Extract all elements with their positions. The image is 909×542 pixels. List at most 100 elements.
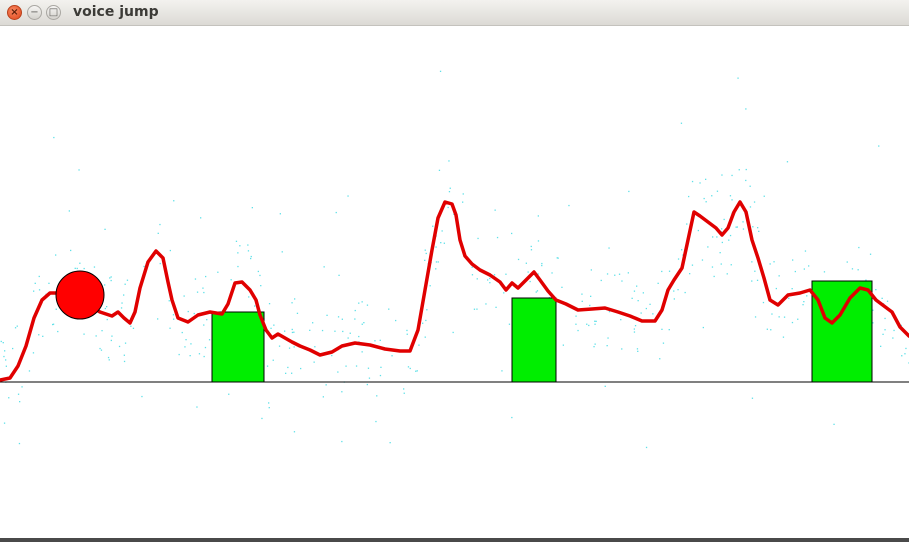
noise-dot: [731, 174, 733, 177]
noise-dot: [588, 324, 590, 327]
noise-dot: [14, 327, 17, 329]
noise-dot: [235, 240, 238, 242]
noise-dot: [541, 262, 543, 265]
noise-dot: [425, 319, 427, 322]
noise-dot: [291, 302, 293, 304]
noise-dot: [337, 316, 340, 318]
noise-dot: [266, 365, 269, 367]
close-window-button[interactable]: ×: [7, 5, 22, 20]
noise-dot: [38, 275, 40, 278]
maximize-window-button[interactable]: □: [46, 5, 61, 20]
noise-dot: [511, 232, 513, 235]
noise-dot: [673, 290, 675, 292]
noise-dot: [321, 329, 324, 332]
noise-dot: [590, 269, 592, 271]
noise-dot: [291, 331, 294, 334]
noise-dot: [157, 318, 159, 320]
noise-dot: [452, 331, 454, 334]
noise-dot: [751, 261, 753, 263]
noise-dot: [682, 254, 684, 256]
noise-dot: [808, 265, 810, 267]
noise-dot: [206, 319, 208, 321]
noise-dot: [173, 318, 175, 320]
noise-dot: [285, 372, 287, 374]
noise-dot: [19, 401, 21, 403]
noise-dot: [738, 169, 740, 171]
noise-dot: [237, 252, 239, 254]
noise-dot: [435, 268, 437, 270]
noise-dot: [293, 346, 295, 348]
noise-dot: [106, 306, 108, 308]
noise-dot: [354, 309, 356, 312]
noise-dot: [633, 328, 635, 330]
noise-dot: [48, 282, 50, 284]
noise-dot: [736, 226, 738, 228]
noise-dot: [705, 201, 707, 203]
noise-dot: [594, 323, 596, 325]
noise-dot: [203, 324, 205, 326]
noise-dot: [326, 314, 328, 316]
noise-dot: [471, 274, 474, 276]
noise-dot: [791, 321, 794, 324]
noise-dot: [749, 185, 751, 187]
noise-dot: [657, 282, 659, 284]
noise-dot: [642, 292, 644, 294]
noise-dot: [293, 431, 296, 433]
title-bar[interactable]: × − □ voice jump: [0, 0, 909, 26]
noise-dot: [495, 306, 497, 308]
noise-dot: [181, 331, 183, 334]
noise-dot: [68, 210, 70, 212]
noise-dot: [476, 278, 478, 280]
noise-dot: [281, 251, 283, 253]
noise-dot: [347, 195, 349, 197]
noise-dot: [618, 273, 621, 275]
noise-dot: [688, 195, 690, 198]
noise-dot: [742, 221, 744, 223]
noise-dot: [424, 336, 426, 338]
noise-dot: [788, 297, 790, 299]
noise-dot: [527, 271, 529, 273]
noise-dot: [342, 330, 344, 333]
noise-dot: [628, 190, 630, 193]
noise-dot: [701, 259, 704, 261]
noise-dot: [600, 279, 602, 282]
noise-dot: [487, 279, 489, 281]
noise-dot: [106, 318, 108, 321]
noise-dot: [250, 255, 252, 258]
minimize-window-button[interactable]: −: [27, 5, 42, 20]
noise-dot: [208, 339, 211, 341]
noise-dot: [187, 310, 189, 313]
noise-dot: [185, 339, 187, 341]
noise-dot: [110, 339, 112, 342]
noise-dot: [462, 201, 464, 203]
noise-dot: [448, 160, 450, 162]
noise-dot: [803, 301, 805, 303]
noise-dot: [169, 327, 171, 329]
noise-dot: [833, 423, 835, 425]
noise-dot: [159, 223, 161, 226]
noise-dot: [380, 366, 382, 368]
noise-dot: [21, 386, 23, 388]
noise-dot: [124, 283, 126, 285]
noise-dot: [78, 169, 80, 171]
noise-dot: [621, 280, 623, 282]
noise-dot: [689, 273, 691, 275]
noise-dot: [361, 323, 363, 325]
noise-dot: [313, 361, 315, 363]
noise-dot: [769, 263, 771, 265]
noise-dot: [12, 347, 14, 350]
noise-dot: [251, 207, 253, 209]
noise-dot: [341, 318, 343, 320]
noise-dot: [111, 335, 113, 337]
game-canvas[interactable]: [0, 26, 909, 538]
noise-dot: [141, 395, 143, 398]
noise-dot: [5, 365, 7, 367]
noise-dot: [123, 354, 125, 356]
noise-dot: [309, 329, 311, 331]
noise-dot: [723, 218, 725, 221]
noise-dot: [250, 257, 252, 260]
noise-dot: [568, 204, 570, 207]
noise-dot: [606, 273, 609, 275]
noise-dot: [766, 328, 768, 330]
